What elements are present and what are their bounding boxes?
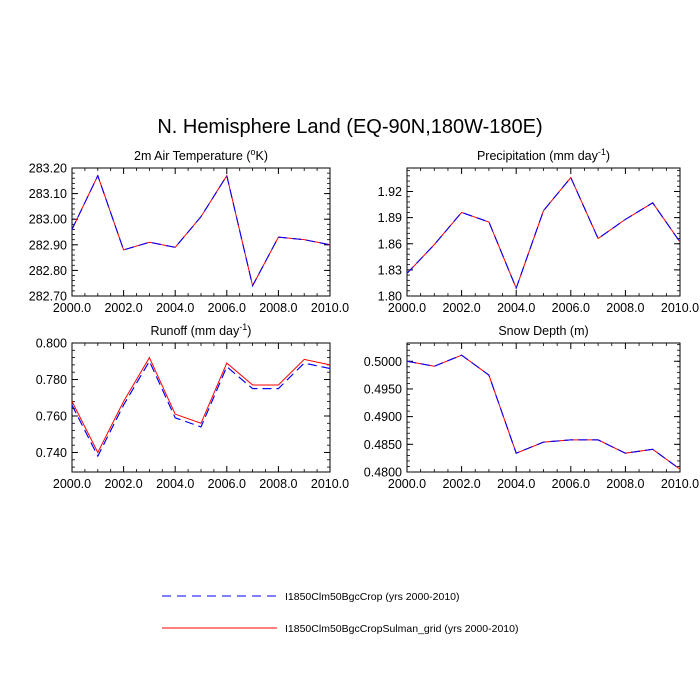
series-line-2 <box>406 176 681 290</box>
series-line-2 <box>71 356 331 454</box>
x-tick-label: 2002.0 <box>442 477 480 491</box>
x-tick-label: 2006.0 <box>552 301 590 315</box>
y-tick-label: 283.20 <box>29 162 67 176</box>
panel-2: Precipitation (mm day-1) 2000.0 2002.0 2004… <box>378 147 700 315</box>
x-tick-label: 2004.0 <box>497 301 535 315</box>
x-tick-label: 2010.0 <box>311 477 349 491</box>
y-tick-label: 1.86 <box>378 237 402 251</box>
x-tick-label: 2006.0 <box>552 477 590 491</box>
x-tick-label: 2010.0 <box>661 301 699 315</box>
figure-title: N. Hemisphere Land (EQ-90N,180W-180E) <box>157 116 542 138</box>
x-tick-label: 2006.0 <box>208 477 246 491</box>
y-tick-label: 282.80 <box>29 264 67 278</box>
series-line-1-overlay <box>406 176 681 290</box>
panel-title: Precipitation (mm day-1) <box>477 147 610 163</box>
x-tick-label: 2000.0 <box>388 477 426 491</box>
y-tick-label: 1.83 <box>378 263 402 277</box>
series-line-1 <box>406 354 681 470</box>
legend-label-2: I1850Clm50BgcCropSulman_grid (yrs 2000-2… <box>285 623 518 635</box>
y-tick-label: 0.780 <box>36 373 67 387</box>
y-tick-label: 282.90 <box>29 238 67 252</box>
plot-frame <box>406 342 681 473</box>
panel-title: Snow Depth (m) <box>498 324 588 338</box>
panel-title-tail: K) <box>256 149 269 163</box>
x-tick-label: 2000.0 <box>388 301 426 315</box>
x-tick-label: 2008.0 <box>606 477 644 491</box>
y-tick-label: 0.800 <box>36 337 67 351</box>
y-tick-label: 0.4800 <box>364 466 402 480</box>
x-tick-label: 2010.0 <box>311 301 349 315</box>
y-tick-label: 283.00 <box>29 213 67 227</box>
series-line-1 <box>406 176 681 290</box>
panel-3: Runoff (mm day-1) 2000.0 2002.0 2004.0 2006.… <box>36 322 349 491</box>
panel-title-sup: -1 <box>239 322 247 332</box>
panel-title-tail: ) <box>606 149 610 163</box>
series-line-2 <box>71 174 331 288</box>
y-tick-label: 282.70 <box>29 290 67 304</box>
series-line-1-overlay <box>71 174 331 288</box>
plot-frame <box>71 167 331 297</box>
y-tick-label: 0.4850 <box>364 438 402 452</box>
x-tick-label: 2002.0 <box>104 301 142 315</box>
panel-4: Snow Depth (m) 2000.0 2002.0 2004.0 2006.0 20… <box>364 324 699 491</box>
panel-title-main: Runoff (mm day <box>151 324 240 338</box>
x-tick-label: 2004.0 <box>497 477 535 491</box>
panel-title-main: 2m Air Temperature ( <box>134 149 251 163</box>
x-tick-label: 2004.0 <box>156 477 194 491</box>
x-tick-label: 2006.0 <box>208 301 246 315</box>
x-tick-label: 2000.0 <box>53 301 91 315</box>
legend: I1850Clm50BgcCrop (yrs 2000-2010) I1850Cl… <box>162 591 518 635</box>
y-tick-label: 0.4900 <box>364 410 402 424</box>
panel-title: Runoff (mm day-1) <box>151 322 252 338</box>
x-tick-label: 2002.0 <box>104 477 142 491</box>
y-tick-label: 0.760 <box>36 409 67 423</box>
y-tick-label: 1.80 <box>378 290 402 304</box>
x-tick-label: 2002.0 <box>442 301 480 315</box>
legend-label-1: I1850Clm50BgcCrop (yrs 2000-2010) <box>285 591 460 603</box>
y-tick-label: 1.92 <box>378 185 402 199</box>
x-tick-label: 2000.0 <box>53 477 91 491</box>
y-tick-label: 0.740 <box>36 446 67 460</box>
x-tick-label: 2008.0 <box>606 301 644 315</box>
panels: 2m Air Temperature (oK) 2000.0 2002.0 2004.… <box>29 147 699 491</box>
panel-title-sup: -1 <box>598 147 606 157</box>
panel-title-main: Snow Depth (m) <box>498 324 588 338</box>
panel-title-sup: o <box>250 147 255 157</box>
y-tick-label: 0.4950 <box>364 382 402 396</box>
y-tick-label: 0.5000 <box>364 355 402 369</box>
plot-frame <box>71 342 331 473</box>
series-line-1-overlay <box>71 360 331 458</box>
x-tick-label: 2008.0 <box>259 301 297 315</box>
series-line-2 <box>406 354 681 470</box>
series-line-1 <box>71 174 331 288</box>
x-tick-label: 2010.0 <box>661 477 699 491</box>
x-tick-label: 2004.0 <box>156 301 194 315</box>
x-tick-label: 2008.0 <box>259 477 297 491</box>
plot-frame <box>406 167 681 297</box>
series-line-1-overlay <box>406 354 681 470</box>
panel-title-main: Precipitation (mm day <box>477 149 599 163</box>
panel-title: 2m Air Temperature (oK) <box>134 147 268 163</box>
y-tick-label: 1.89 <box>378 211 402 225</box>
panel-1: 2m Air Temperature (oK) 2000.0 2002.0 2004.… <box>29 147 349 315</box>
y-tick-label: 283.10 <box>29 187 67 201</box>
panel-title-tail: ) <box>247 324 251 338</box>
